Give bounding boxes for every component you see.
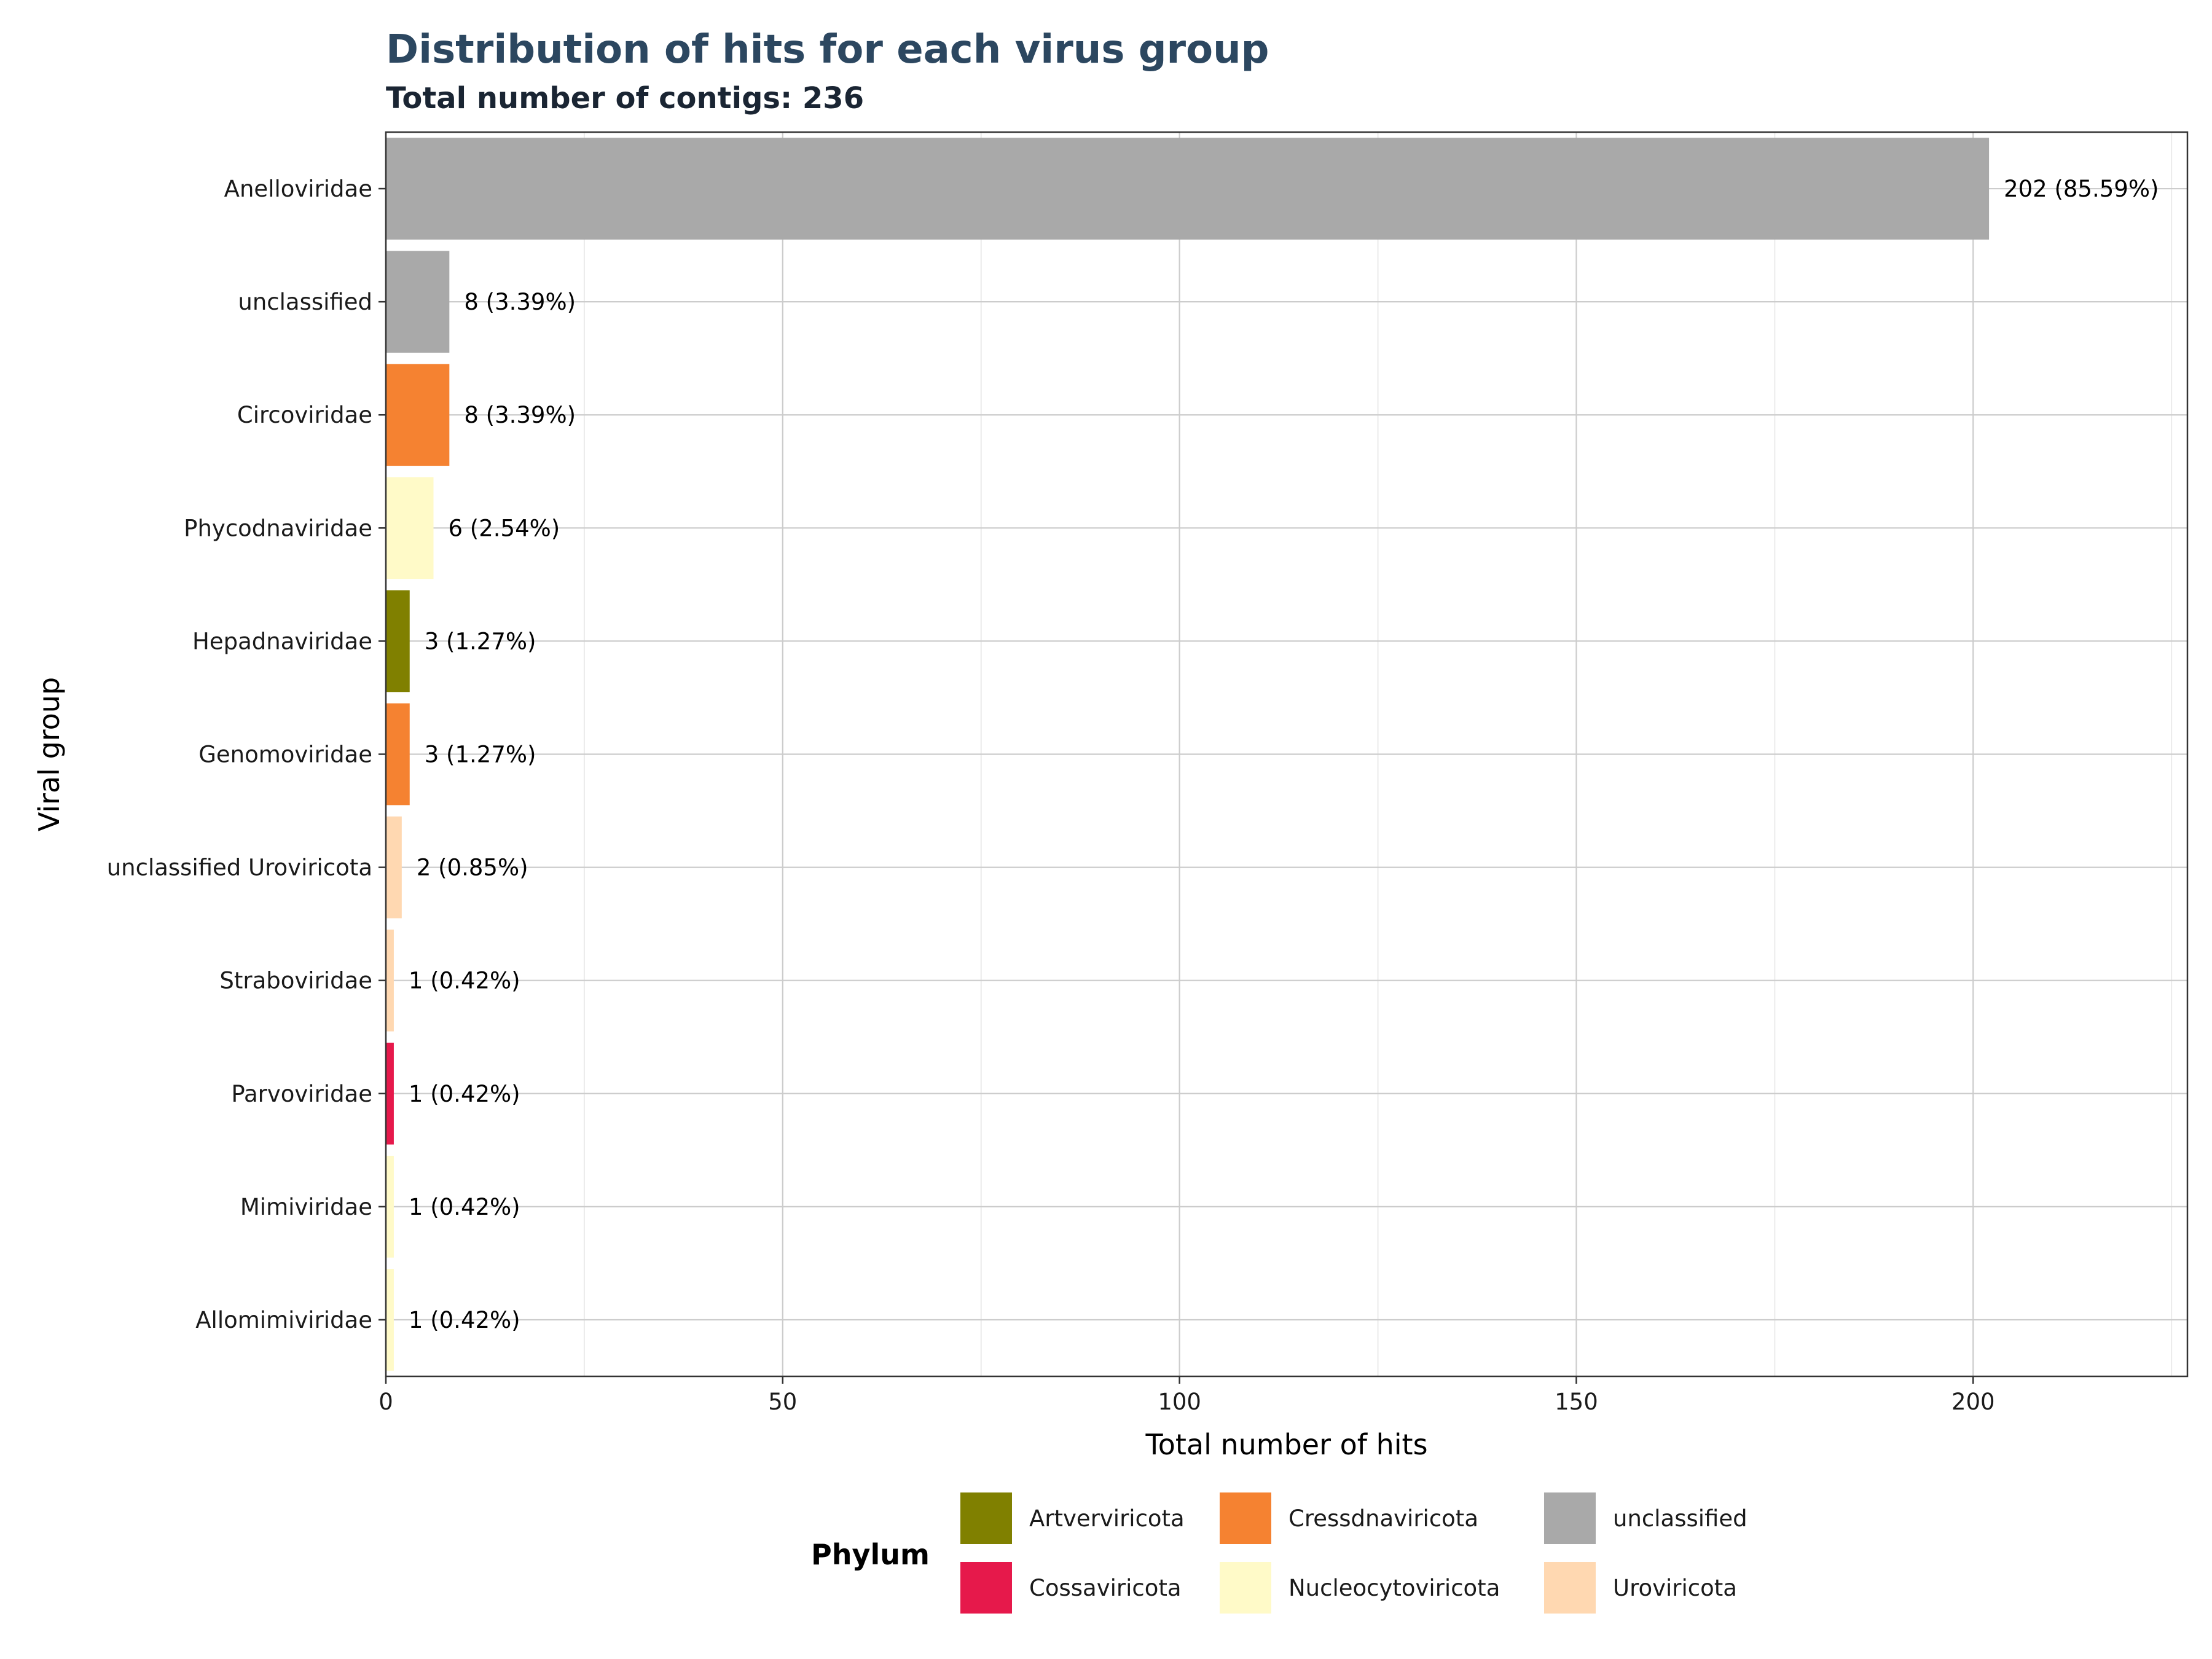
- legend-item: Cossaviricota: [960, 1561, 1182, 1614]
- bar: [386, 477, 434, 579]
- legend-label: Nucleocytoviricota: [1288, 1574, 1500, 1601]
- bar: [386, 251, 450, 353]
- y-axis-ticks: Anelloviridae unclassified Circoviridae Phy…: [107, 176, 386, 1333]
- y-tick-label: Parvoviridae: [231, 1081, 372, 1107]
- x-tick-label: 100: [1158, 1389, 1201, 1415]
- y-tick-label: Phycodnaviridae: [184, 515, 372, 541]
- bar-value-label: 1 (0.42%): [409, 1081, 520, 1107]
- legend-label: Cressdnaviricota: [1288, 1505, 1478, 1532]
- x-tick-label: 50: [768, 1389, 797, 1415]
- legend-label: unclassified: [1613, 1505, 1747, 1532]
- y-tick-label: unclassified Uroviricota: [107, 855, 372, 881]
- bar-value-label: 6 (2.54%): [448, 515, 560, 541]
- x-axis-title: Total number of hits: [1145, 1428, 1427, 1461]
- legend-label: Artverviricota: [1029, 1505, 1185, 1532]
- bar: [386, 138, 1990, 240]
- bar-value-label: 1 (0.42%): [409, 968, 520, 994]
- bar-value-label: 1 (0.42%): [409, 1194, 520, 1220]
- bar-value-label: 3 (1.27%): [425, 628, 536, 654]
- legend-item: Artverviricota: [960, 1492, 1185, 1545]
- bar-value-label: 8 (3.39%): [464, 402, 576, 428]
- bar: [386, 1042, 394, 1145]
- legend-item: Cressdnaviricota: [1220, 1492, 1478, 1545]
- legend-swatch: [1544, 1492, 1596, 1544]
- legend-label: Uroviricota: [1613, 1574, 1737, 1601]
- bar-value-label: 3 (1.27%): [425, 742, 536, 768]
- y-tick-label: Circoviridae: [237, 402, 372, 428]
- legend-swatch: [960, 1492, 1012, 1544]
- y-tick-label: Mimiviridae: [240, 1194, 372, 1220]
- legend-swatch: [960, 1562, 1012, 1614]
- bar: [386, 929, 394, 1032]
- y-tick-label: Allomimiviridae: [195, 1307, 372, 1333]
- plot-panel-border: [385, 131, 2189, 1378]
- bar-value-label: 8 (3.39%): [464, 289, 576, 315]
- bars: [386, 138, 1990, 1371]
- bar: [386, 1269, 394, 1371]
- bar: [386, 816, 402, 919]
- legend-swatch: [1220, 1492, 1271, 1544]
- grid-lines: [385, 132, 2187, 1376]
- legend-item: unclassified: [1544, 1492, 1747, 1545]
- y-tick-label: Genomoviridae: [198, 742, 372, 768]
- legend-label: Cossaviricota: [1029, 1574, 1182, 1601]
- legend-swatch: [1220, 1562, 1271, 1614]
- bar-value-label: 1 (0.42%): [409, 1307, 520, 1333]
- legend-title: Phylum: [811, 1538, 930, 1571]
- chart-subtitle: Total number of contigs: 236: [386, 81, 865, 116]
- bar: [386, 590, 410, 692]
- x-tick-label: 150: [1555, 1389, 1598, 1415]
- bar: [386, 364, 450, 466]
- x-tick-label: 200: [1951, 1389, 1995, 1415]
- bar: [386, 1156, 394, 1258]
- bar-labels: 202 (85.59%) 8 (3.39%) 8 (3.39%) 6 (2.54%) 3…: [409, 176, 2159, 1333]
- legend-swatch: [1544, 1562, 1596, 1614]
- y-axis-title: Viral group: [33, 677, 66, 831]
- bar-value-label: 202 (85.59%): [2004, 176, 2159, 202]
- y-tick-label: unclassified: [238, 289, 372, 315]
- y-tick-label: Anelloviridae: [224, 176, 372, 202]
- legend-item: Nucleocytoviricota: [1220, 1561, 1500, 1614]
- bar-value-label: 2 (0.85%): [417, 855, 528, 881]
- x-tick-label: 0: [378, 1389, 393, 1415]
- y-tick-label: Straboviridae: [219, 968, 372, 994]
- bar: [386, 703, 410, 806]
- chart-title: Distribution of hits for each virus grou…: [386, 27, 1269, 73]
- x-axis-ticks: 0 50 100 150 200: [378, 1376, 1995, 1415]
- legend-item: Uroviricota: [1544, 1561, 1737, 1614]
- y-tick-label: Hepadnaviridae: [192, 628, 372, 654]
